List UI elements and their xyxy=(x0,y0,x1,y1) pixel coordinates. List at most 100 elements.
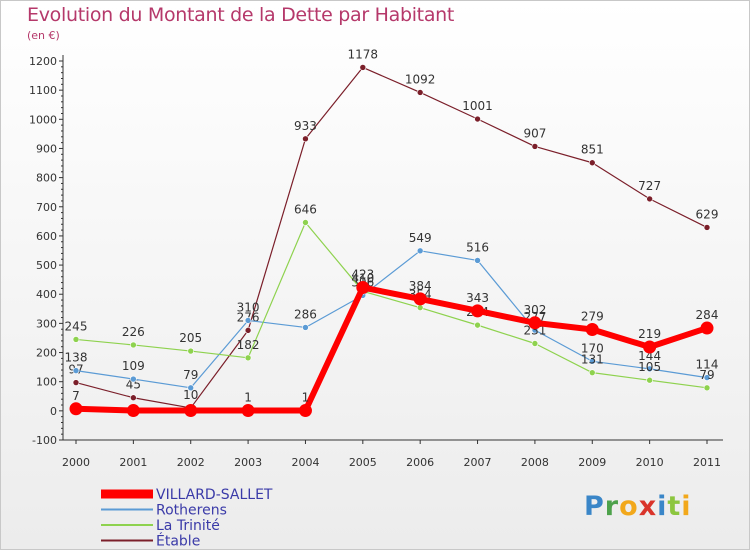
data-point xyxy=(474,257,481,264)
unit-label: (en €) xyxy=(27,29,60,42)
data-point xyxy=(130,375,137,383)
data-label: 629 xyxy=(696,207,719,221)
data-label: 1092 xyxy=(405,72,436,86)
data-label: 907 xyxy=(523,126,546,140)
data-label: 343 xyxy=(466,291,489,305)
data-point xyxy=(413,292,427,306)
data-label: 284 xyxy=(696,308,719,322)
data-point xyxy=(244,317,252,324)
data-label: 10 xyxy=(183,388,198,402)
y-tick-label: 1200 xyxy=(29,55,57,68)
data-label: 219 xyxy=(638,327,661,341)
y-tick-label: 1100 xyxy=(29,84,57,97)
data-point xyxy=(643,340,657,354)
x-tick-label: 2009 xyxy=(578,456,606,469)
data-point xyxy=(298,404,312,418)
data-label: 933 xyxy=(294,119,317,133)
data-point xyxy=(646,195,653,203)
data-label: 182 xyxy=(237,338,260,352)
series-line xyxy=(75,284,708,414)
x-tick-label: 2002 xyxy=(177,456,205,469)
data-point xyxy=(703,384,711,392)
x-tick-label: 2007 xyxy=(464,456,492,469)
data-label: 851 xyxy=(581,143,604,157)
x-tick-label: 2011 xyxy=(693,456,721,469)
data-point xyxy=(187,384,195,392)
data-label: 549 xyxy=(409,231,432,245)
data-point xyxy=(72,379,80,386)
data-label: 170 xyxy=(581,341,604,355)
x-tick-label: 2003 xyxy=(234,456,262,469)
x-tick-label: 2000 xyxy=(62,456,90,469)
y-tick-label: 200 xyxy=(36,347,57,360)
data-point xyxy=(588,159,596,167)
data-point xyxy=(302,135,309,143)
data-point xyxy=(588,357,596,365)
data-label: 279 xyxy=(581,310,604,324)
data-point xyxy=(244,327,252,334)
data-label: 205 xyxy=(179,331,202,345)
series-line xyxy=(75,221,708,389)
data-point xyxy=(359,64,367,71)
data-label: 727 xyxy=(638,179,661,193)
data-point xyxy=(187,347,195,355)
y-tick-label: 0 xyxy=(50,405,57,418)
data-point xyxy=(244,354,252,362)
data-point xyxy=(241,404,255,418)
data-label: 286 xyxy=(294,307,317,321)
data-point xyxy=(416,304,424,311)
y-tick-label: 600 xyxy=(36,230,57,243)
data-point xyxy=(356,281,370,295)
legend-label: La Trinité xyxy=(156,518,220,534)
y-tick-label: -100 xyxy=(32,434,57,447)
data-point xyxy=(302,219,309,226)
data-label: 1 xyxy=(302,391,310,405)
data-label: 226 xyxy=(122,325,145,339)
data-label: 410 xyxy=(351,271,374,285)
series-line xyxy=(75,66,708,409)
y-tick-label: 300 xyxy=(36,317,57,330)
logo-letter: x xyxy=(638,491,658,522)
data-label: 231 xyxy=(523,324,546,338)
data-point xyxy=(646,365,653,373)
data-label: 45 xyxy=(126,378,141,392)
data-point xyxy=(72,336,80,343)
data-point xyxy=(474,321,481,329)
data-point xyxy=(471,304,485,318)
x-tick-label: 2006 xyxy=(406,456,434,469)
data-label: 646 xyxy=(294,203,317,217)
logo-letter: i xyxy=(657,491,668,522)
logo-letter: o xyxy=(619,491,639,522)
data-point xyxy=(646,376,653,384)
data-point xyxy=(531,340,539,347)
data-label: 1001 xyxy=(462,99,493,113)
data-label: 423 xyxy=(351,268,374,282)
y-tick-label: 400 xyxy=(36,288,57,301)
data-point xyxy=(703,224,711,231)
data-point xyxy=(184,404,198,418)
y-tick-label: 100 xyxy=(36,376,57,389)
data-point xyxy=(528,316,542,330)
data-point xyxy=(700,321,714,335)
x-tick-label: 2005 xyxy=(349,456,377,469)
data-label: 114 xyxy=(696,358,719,372)
series-line xyxy=(75,250,708,389)
data-label: 245 xyxy=(65,319,88,333)
data-point xyxy=(126,404,140,418)
data-label: 384 xyxy=(409,279,432,293)
y-tick-label: 800 xyxy=(36,172,57,185)
data-label: 310 xyxy=(237,300,260,314)
data-label: 516 xyxy=(466,240,489,254)
data-point xyxy=(72,367,80,374)
x-tick-label: 2010 xyxy=(636,456,664,469)
data-label: 138 xyxy=(65,351,88,365)
y-tick-label: 1000 xyxy=(29,113,57,126)
data-point xyxy=(703,374,711,381)
x-tick-label: 2004 xyxy=(291,456,319,469)
data-point xyxy=(130,394,137,402)
data-point xyxy=(474,115,481,123)
logo-letter: r xyxy=(604,491,620,522)
legend-label: VILLARD-SALLET xyxy=(156,487,273,503)
